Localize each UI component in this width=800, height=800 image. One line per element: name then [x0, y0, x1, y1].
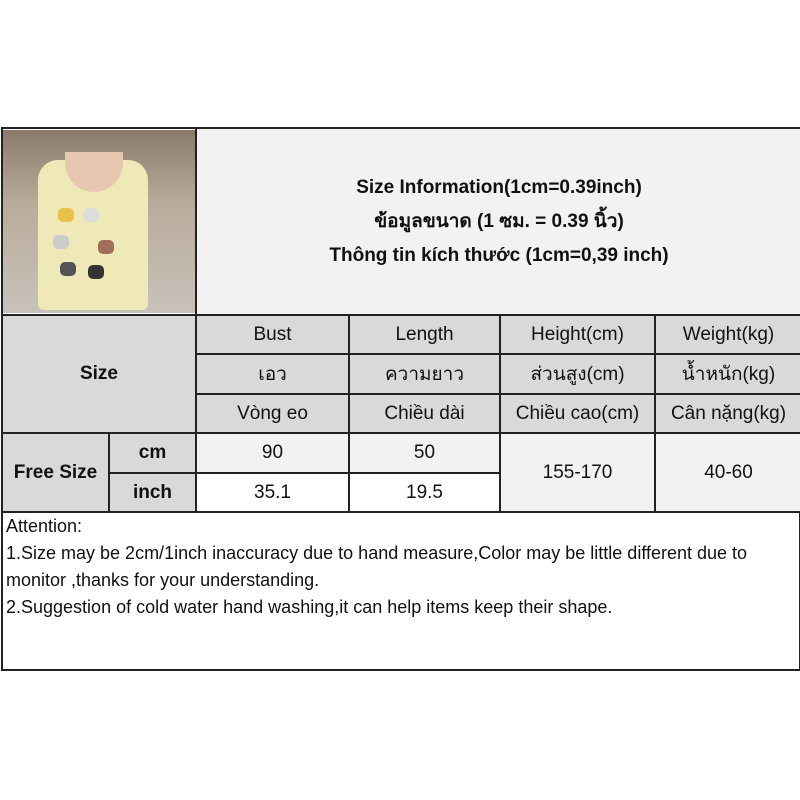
- col-length-vi: Chiều dài: [348, 393, 501, 434]
- size-chart-table: Size Information(1cm=0.39inch) ข้อมูลขนา…: [1, 127, 800, 513]
- col-weight-th: น้ำหนัก(kg): [654, 353, 800, 395]
- attention-note-2: 2.Suggestion of cold water hand washing,…: [6, 597, 613, 617]
- attention-notes: Attention: 1.Size may be 2cm/1inch inacc…: [1, 513, 800, 671]
- col-height-vi: Chiều cao(cm): [499, 393, 656, 434]
- free-size-label: Free Size: [1, 432, 110, 513]
- size-info-title: Size Information(1cm=0.39inch) ข้อมูลขนา…: [195, 127, 800, 316]
- col-length-th: ความยาว: [348, 353, 501, 395]
- weight-value: 40-60: [654, 432, 800, 513]
- col-weight-vi: Cân nặng(kg): [654, 393, 800, 434]
- col-length-en: Length: [348, 314, 501, 355]
- col-height-th: ส่วนสูง(cm): [499, 353, 656, 395]
- bust-inch-value: 35.1: [195, 472, 350, 513]
- title-vietnamese: Thông tin kích thước (1cm=0,39 inch): [329, 244, 669, 266]
- product-photo: [1, 127, 197, 316]
- unit-cm: cm: [108, 432, 197, 474]
- title-thai: ข้อมูลขนาด (1 ซม. = 0.39 นิ้ว): [374, 210, 624, 232]
- size-header: Size: [1, 314, 197, 434]
- length-inch-value: 19.5: [348, 472, 501, 513]
- col-bust-vi: Vòng eo: [195, 393, 350, 434]
- col-height-en: Height(cm): [499, 314, 656, 355]
- attention-note-1: 1.Size may be 2cm/1inch inaccuracy due t…: [6, 543, 748, 590]
- height-value: 155-170: [499, 432, 656, 513]
- length-cm-value: 50: [348, 432, 501, 474]
- title-english: Size Information(1cm=0.39inch): [356, 176, 642, 198]
- attention-heading: Attention:: [6, 516, 83, 536]
- col-weight-en: Weight(kg): [654, 314, 800, 355]
- unit-inch: inch: [108, 472, 197, 513]
- bust-cm-value: 90: [195, 432, 350, 474]
- col-bust-th: เอว: [195, 353, 350, 395]
- col-bust-en: Bust: [195, 314, 350, 355]
